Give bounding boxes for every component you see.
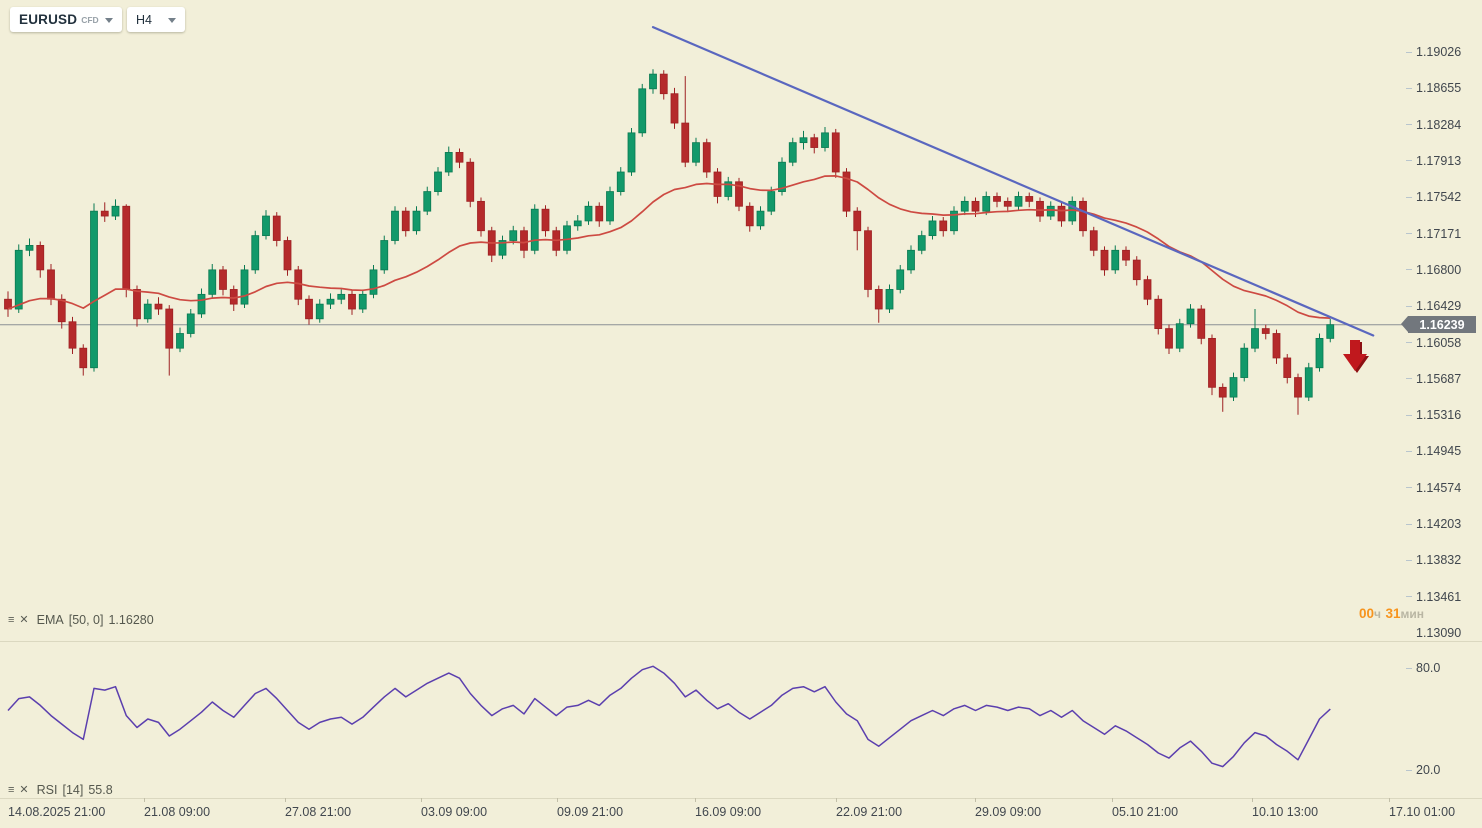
price-axis-label: 1.15316	[1406, 407, 1461, 424]
rsi-axis-label: 80.0	[1406, 660, 1440, 677]
descending-trendline	[651, 26, 1375, 337]
axis-tick-dash	[1406, 124, 1412, 126]
price-axis-label: 1.17542	[1406, 189, 1461, 206]
time-axis-tick	[975, 798, 976, 802]
countdown-hours: 00	[1359, 606, 1375, 621]
main-chart-pane[interactable]	[0, 0, 1406, 641]
rsi-legend: ≡ ✕ RSI [14] 55.8	[8, 783, 113, 797]
chevron-down-icon	[168, 18, 176, 23]
last-price-label: 1.16239	[1401, 316, 1476, 334]
axis-tick-dash	[1406, 342, 1412, 343]
countdown-hours-unit: ч	[1374, 607, 1381, 621]
timeframe-selector[interactable]: H4	[127, 7, 185, 32]
rsi-line	[7, 665, 1331, 768]
axis-tick-dash	[1406, 269, 1412, 271]
time-axis-label: 05.10 21:00	[1112, 805, 1179, 819]
axis-tick-dash	[1406, 633, 1412, 634]
axis-tick-dash	[1406, 233, 1412, 235]
axis-tick-dash	[1406, 769, 1412, 771]
ema-legend-name: EMA	[36, 613, 64, 627]
ema-line	[7, 175, 1331, 319]
rsi-pane[interactable]	[0, 641, 1406, 798]
time-axis-label: 16.09 09:00	[695, 805, 762, 819]
time-axis-label: 10.10 13:00	[1252, 805, 1319, 819]
price-axis-label: 1.19026	[1406, 44, 1461, 61]
chevron-down-icon	[104, 18, 113, 23]
price-axis-label: 1.15687	[1406, 370, 1461, 387]
time-axis-tick	[1112, 798, 1113, 802]
time-axis-tick	[1389, 798, 1390, 802]
time-axis-tick	[421, 798, 422, 802]
axis-tick-dash	[1406, 487, 1412, 489]
time-axis-tick	[144, 798, 145, 802]
down-arrow-icon	[1343, 340, 1367, 371]
time-axis-label: 22.09 21:00	[836, 805, 903, 819]
rsi-legend-value: 55.8	[88, 783, 113, 797]
rsi-legend-params: [14]	[62, 783, 84, 797]
time-axis-label: 17.10 01:00	[1389, 805, 1456, 819]
axis-tick-dash	[1406, 450, 1412, 452]
price-axis-label: 1.17171	[1406, 225, 1461, 242]
price-axis-label: 1.13832	[1406, 552, 1461, 569]
axis-tick-dash	[1406, 378, 1412, 380]
price-axis-label: 1.13090	[1406, 625, 1461, 642]
price-axis-label: 1.14574	[1406, 479, 1461, 496]
candles-series	[4, 69, 1335, 415]
legend-settings-icon[interactable]: ≡	[8, 613, 15, 626]
rsi-legend-name: RSI	[36, 783, 58, 797]
legend-settings-icon[interactable]: ≡	[8, 783, 15, 796]
axis-tick-dash	[1406, 414, 1412, 416]
price-axis-label: 1.18284	[1406, 116, 1461, 133]
time-axis-label: 29.09 09:00	[975, 805, 1042, 819]
time-axis-label: 09.09 21:00	[557, 805, 624, 819]
time-axis-tick	[285, 798, 286, 802]
timeframe-value: H4	[136, 12, 152, 27]
price-axis-label: 1.17913	[1406, 152, 1461, 169]
axis-tick-dash	[1406, 196, 1412, 198]
price-axis-label: 1.18655	[1406, 80, 1461, 97]
time-axis-label: 14.08.2025 21:00	[8, 805, 106, 819]
price-axis-label: 1.14203	[1406, 516, 1461, 533]
time-axis-tick	[557, 798, 558, 802]
ema-legend-params: [50, 0]	[68, 613, 104, 627]
countdown-minutes-unit: мин	[1400, 607, 1424, 621]
price-axis[interactable]: 1.16239 1.19026 1.18655 1.18284 1.17913 1.17…	[1401, 0, 1482, 798]
ema-legend: ≡ ✕ EMA [50, 0] 1.16280	[8, 613, 154, 627]
time-axis[interactable]: 14.08.2025 21:00 21.08 09:00 27.08 21:00 03…	[0, 798, 1482, 828]
legend-close-icon[interactable]: ✕	[19, 783, 29, 796]
symbol-selector[interactable]: EURUSD CFD	[10, 7, 122, 32]
axis-tick-dash	[1406, 160, 1412, 162]
candle-countdown: 00ч 31мин	[1359, 605, 1424, 623]
axis-tick-dash	[1406, 51, 1412, 53]
legend-close-icon[interactable]: ✕	[19, 613, 29, 626]
symbol-type-badge: CFD	[81, 14, 99, 25]
price-axis-label: 1.14945	[1406, 443, 1461, 460]
time-axis-tick	[1252, 798, 1253, 802]
price-axis-label: 1.16058	[1406, 334, 1461, 351]
axis-tick-dash	[1406, 87, 1412, 89]
time-axis-label: 03.09 09:00	[421, 805, 488, 819]
time-axis-label: 21.08 09:00	[144, 805, 211, 819]
axis-tick-dash	[1406, 305, 1412, 307]
axis-tick-dash	[1406, 523, 1412, 525]
price-axis-label: 1.16800	[1406, 261, 1461, 278]
axis-tick-dash	[1406, 596, 1412, 598]
time-axis-label: 27.08 21:00	[285, 805, 352, 819]
time-axis-tick	[836, 798, 837, 802]
price-axis-label: 1.13461	[1406, 588, 1461, 605]
time-axis-tick	[695, 798, 696, 802]
axis-tick-dash	[1406, 667, 1412, 669]
countdown-minutes: 31	[1385, 606, 1401, 621]
price-axis-label: 1.16429	[1406, 298, 1461, 315]
ema-legend-value: 1.16280	[108, 613, 154, 627]
rsi-axis-label: 20.0	[1406, 762, 1440, 779]
axis-tick-dash	[1406, 559, 1412, 561]
symbol-name: EURUSD	[19, 12, 78, 27]
